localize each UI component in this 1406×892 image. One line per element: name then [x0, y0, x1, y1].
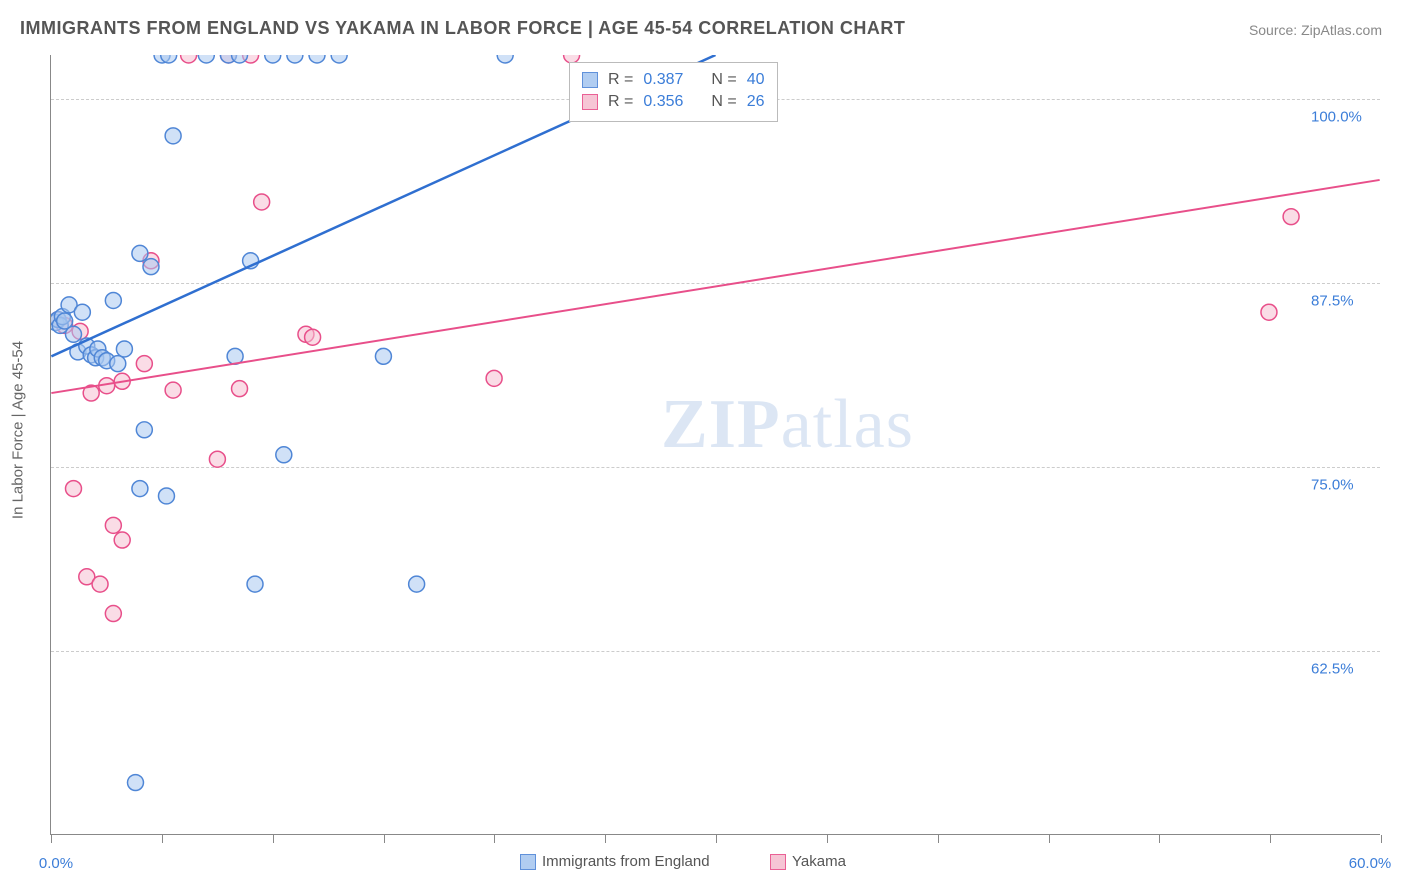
- stat-r-label: R =: [608, 71, 633, 89]
- watermark: ZIPatlas: [661, 385, 914, 465]
- legend-yakama: Yakama: [770, 853, 846, 870]
- plot-svg: [51, 55, 1380, 834]
- stat-n-england: 40: [747, 71, 765, 89]
- legend-england: Immigrants from England: [520, 853, 710, 870]
- x-axis-max-label: 60.0%: [1349, 855, 1392, 872]
- stat-r-yakama: 0.356: [643, 93, 683, 111]
- source-attribution: Source: ZipAtlas.com: [1249, 22, 1382, 38]
- y-tick-label: 100.0%: [1311, 109, 1334, 126]
- y-axis-label: In Labor Force | Age 45-54: [10, 341, 27, 519]
- stat-n-yakama: 26: [747, 93, 765, 111]
- y-tick-label: 75.0%: [1311, 477, 1334, 494]
- correlation-stat-box: R = 0.387 N = 40 R = 0.356 N = 26: [569, 62, 778, 122]
- stat-r-label: R =: [608, 93, 633, 111]
- stat-n-label: N =: [711, 71, 736, 89]
- swatch-yakama-icon: [582, 94, 598, 110]
- y-tick-label: 87.5%: [1311, 293, 1334, 310]
- swatch-england-icon: [520, 854, 536, 870]
- stat-n-label: N =: [711, 93, 736, 111]
- stat-row-yakama: R = 0.356 N = 26: [582, 91, 765, 113]
- stat-r-england: 0.387: [643, 71, 683, 89]
- x-axis-min-label: 0.0%: [39, 855, 73, 872]
- stat-row-england: R = 0.387 N = 40: [582, 69, 765, 91]
- watermark-zip: ZIP: [661, 386, 781, 463]
- swatch-yakama-icon: [770, 854, 786, 870]
- source-label: Source:: [1249, 22, 1301, 38]
- swatch-england-icon: [582, 72, 598, 88]
- chart-title: IMMIGRANTS FROM ENGLAND VS YAKAMA IN LAB…: [20, 18, 905, 39]
- watermark-atlas: atlas: [781, 386, 914, 463]
- scatter-plot-area: ZIPatlas R = 0.387 N = 40 R = 0.356 N = …: [50, 55, 1380, 835]
- legend-yakama-label: Yakama: [792, 853, 846, 870]
- source-value: ZipAtlas.com: [1301, 22, 1382, 38]
- y-tick-label: 62.5%: [1311, 661, 1334, 678]
- legend-england-label: Immigrants from England: [542, 853, 710, 870]
